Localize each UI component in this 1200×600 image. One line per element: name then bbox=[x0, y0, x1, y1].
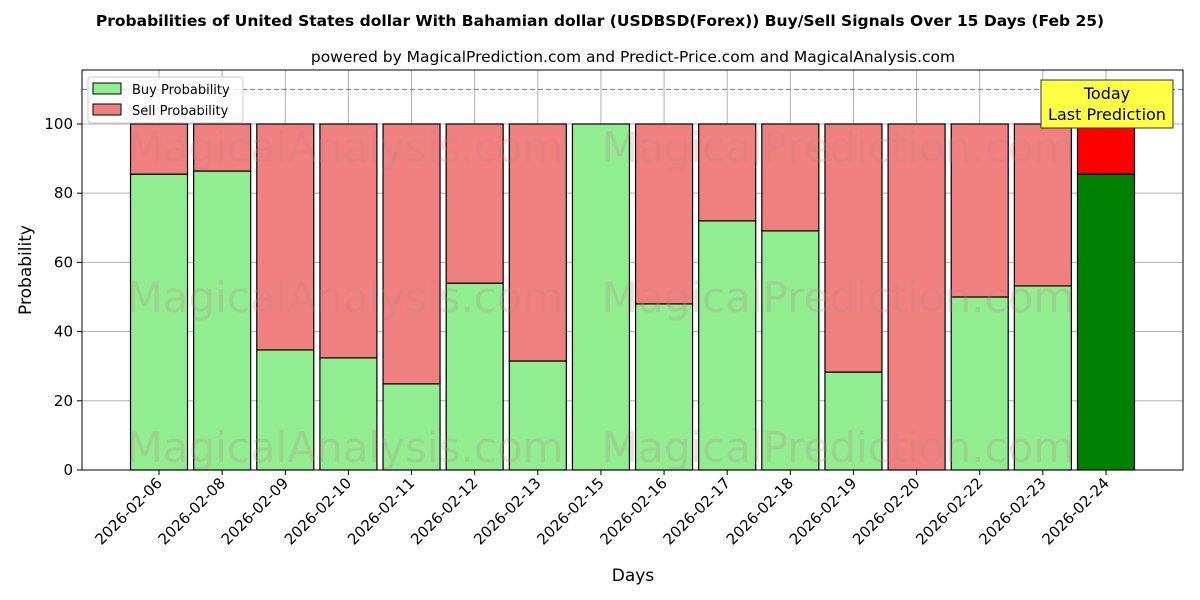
x-tick-label: 2026-02-23 bbox=[975, 474, 1049, 548]
x-tick-label: 2026-02-15 bbox=[533, 474, 607, 548]
today-annotation: Today Last Prediction bbox=[1040, 79, 1174, 129]
x-tick-label: 2026-02-11 bbox=[344, 474, 418, 548]
sell-bar bbox=[824, 123, 883, 373]
x-axis: 2026-02-062026-02-082026-02-092026-02-10… bbox=[91, 470, 1113, 548]
sell-bar bbox=[256, 123, 315, 351]
watermark: MagicalPrediction.com bbox=[602, 273, 1075, 322]
x-tick-label: 2026-02-20 bbox=[849, 474, 923, 548]
buy-bar bbox=[319, 357, 378, 471]
watermark: MagicalAnalysis.com bbox=[127, 423, 564, 472]
sell-bar bbox=[1076, 123, 1136, 175]
legend-buy-label: Buy Probability bbox=[132, 83, 230, 98]
sell-bar bbox=[319, 123, 378, 359]
sell-bar bbox=[445, 123, 504, 284]
x-tick-label: 2026-02-09 bbox=[218, 474, 292, 548]
buy-bar bbox=[508, 360, 567, 471]
y-tick-label: 20 bbox=[54, 392, 73, 410]
sell-bar bbox=[698, 123, 757, 222]
legend-sell-label: Sell Probability bbox=[132, 104, 229, 119]
x-tick-label: 2026-02-19 bbox=[786, 474, 860, 548]
legend: Buy Probability Sell Probability bbox=[87, 76, 244, 124]
sell-bar bbox=[887, 123, 946, 471]
x-tick-label: 2026-02-08 bbox=[155, 474, 229, 548]
buy-bar bbox=[824, 371, 883, 471]
watermark: MagicalPrediction.com bbox=[602, 423, 1075, 472]
chart-subtitle: powered by MagicalPrediction.com and Pre… bbox=[311, 48, 955, 66]
y-tick-label: 60 bbox=[54, 253, 73, 271]
bars bbox=[129, 123, 1136, 471]
legend-buy-swatch bbox=[92, 82, 122, 95]
y-tick-label: 40 bbox=[54, 323, 73, 341]
x-tick-label: 2026-02-06 bbox=[91, 474, 165, 548]
watermarks: MagicalAnalysis.com MagicalPrediction.com… bbox=[127, 123, 1075, 472]
buy-bar bbox=[761, 230, 820, 471]
x-tick-label: 2026-02-16 bbox=[597, 474, 671, 548]
sell-bar bbox=[634, 123, 694, 305]
x-tick-label: 2026-02-24 bbox=[1038, 474, 1112, 548]
buy-bar bbox=[445, 282, 504, 471]
legend-sell-swatch bbox=[92, 103, 122, 116]
x-tick-label: 2026-02-12 bbox=[407, 474, 481, 548]
chart-title: Probabilities of United States dollar Wi… bbox=[96, 12, 1104, 30]
y-tick-label: 80 bbox=[54, 184, 73, 202]
buy-bar bbox=[382, 383, 441, 471]
annotation-line1: Today bbox=[1083, 84, 1130, 103]
buy-bar bbox=[571, 123, 631, 471]
buy-bar bbox=[634, 303, 694, 471]
y-axis: 0 20 40 60 80 100 bbox=[44, 115, 82, 479]
buy-bar bbox=[950, 296, 1009, 471]
x-tick-label: 2026-02-13 bbox=[470, 474, 544, 548]
sell-bar bbox=[129, 123, 189, 175]
buy-bar bbox=[193, 170, 252, 471]
sell-bar bbox=[193, 123, 252, 172]
x-axis-label: Days bbox=[612, 566, 655, 586]
y-tick-label: 0 bbox=[63, 461, 73, 479]
buy-bar bbox=[1076, 173, 1136, 471]
sell-bar bbox=[761, 123, 820, 232]
x-tick-label: 2026-02-22 bbox=[912, 474, 986, 548]
sell-bar bbox=[382, 123, 441, 385]
sell-bar bbox=[508, 123, 567, 362]
buy-bar bbox=[256, 349, 315, 471]
y-tick-label: 100 bbox=[44, 115, 73, 133]
watermark: MagicalAnalysis.com bbox=[127, 123, 564, 172]
watermark: MagicalPrediction.com bbox=[602, 123, 1075, 172]
x-tick-label: 2026-02-10 bbox=[281, 474, 355, 548]
x-tick-label: 2026-02-17 bbox=[660, 474, 734, 548]
sell-bar bbox=[1013, 123, 1072, 287]
y-axis-label: Probability bbox=[16, 225, 36, 315]
x-tick-label: 2026-02-18 bbox=[723, 474, 797, 548]
annotation-line2: Last Prediction bbox=[1048, 105, 1166, 124]
sell-bar bbox=[950, 123, 1009, 298]
buy-bar bbox=[698, 220, 757, 471]
plot-frame bbox=[81, 69, 1184, 471]
watermark: MagicalAnalysis.com bbox=[127, 273, 564, 322]
